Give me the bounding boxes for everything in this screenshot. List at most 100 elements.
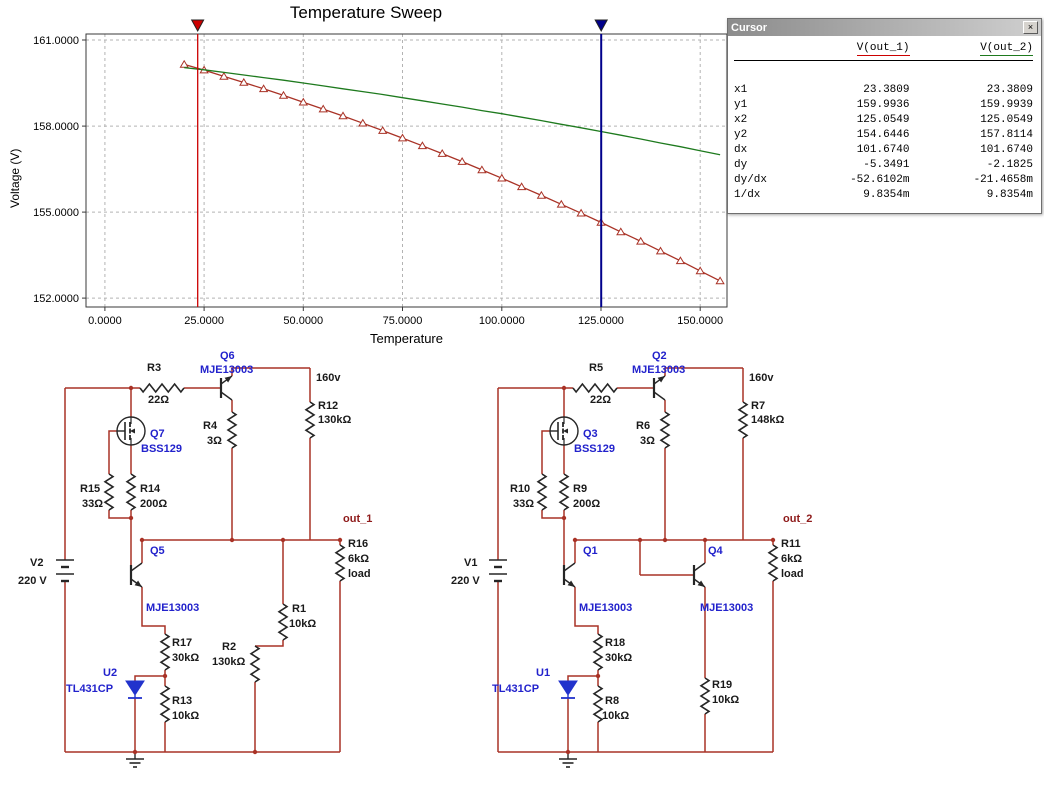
- cursor-1-handle[interactable]: [190, 19, 205, 33]
- cursor-value-vout1: -5.3491: [863, 159, 910, 171]
- r11-resistor-symbol[interactable]: [767, 544, 779, 582]
- r2-resistor-symbol[interactable]: [249, 645, 261, 683]
- u1-tl431-symbol[interactable]: [558, 680, 578, 699]
- cursor-value-vout1: 125.0549: [856, 114, 910, 126]
- right-q1-ref-label: Q1: [583, 545, 598, 557]
- r18-resistor-symbol[interactable]: [592, 633, 604, 671]
- series-vout1-markers: [179, 59, 725, 285]
- left-q6-part-label: MJE13003: [200, 364, 254, 376]
- v1-battery-symbol[interactable]: [489, 559, 507, 583]
- cursor-row-dy-dx: dy/dx -52.6102m -21.4658m: [734, 173, 1033, 188]
- temperature-sweep-chart[interactable]: 0.0000 25.0000 50.0000 75.0000 100.0000 125.0…: [0, 0, 740, 352]
- cursor-row-label: 1/dx: [734, 189, 761, 201]
- r4-resistor-symbol[interactable]: [226, 411, 238, 449]
- y-tick-label: 158.0000: [33, 121, 79, 133]
- cursor-value-vout1: 23.3809: [863, 84, 910, 96]
- r14-resistor-symbol[interactable]: [125, 473, 137, 511]
- r12-resistor-symbol[interactable]: [304, 401, 316, 439]
- q1-transistor-symbol[interactable]: [562, 562, 576, 588]
- schematic-canvas[interactable]: [0, 350, 1044, 786]
- r16-resistor-symbol[interactable]: [334, 544, 346, 582]
- right-net-out2-label: out_2: [783, 513, 813, 525]
- q4-transistor-symbol[interactable]: [692, 562, 706, 588]
- left-r14-value-label: 200Ω: [140, 498, 168, 510]
- right-q2-ref-label: Q2: [652, 350, 667, 362]
- r9-resistor-symbol[interactable]: [558, 473, 570, 511]
- left-r15-ref-label: R15: [80, 483, 101, 495]
- left-r2-value-label: 130kΩ: [212, 656, 246, 668]
- left-r13-ref-label: R13: [172, 695, 193, 707]
- left-u2-ref-label: U2: [103, 667, 118, 679]
- q7-mosfet-symbol[interactable]: [116, 416, 146, 446]
- left-r2-ref-label: R2: [222, 641, 237, 653]
- r1-resistor-symbol[interactable]: [277, 603, 289, 641]
- right-r10-ref-label: R10: [510, 483, 531, 495]
- right-r18-value-label: 30kΩ: [605, 652, 633, 664]
- cursor-value-vout2: 159.9939: [980, 99, 1033, 111]
- right-r10-value-label: 33Ω: [513, 498, 535, 510]
- left-r12-ref-label: R12: [318, 400, 339, 412]
- q3-mosfet-symbol[interactable]: [549, 416, 579, 446]
- cursor-value-vout1: 9.8354m: [863, 189, 910, 201]
- u2-tl431-symbol[interactable]: [125, 680, 145, 699]
- chart-x-axis-label: Temperature: [370, 331, 443, 346]
- r15-resistor-symbol[interactable]: [103, 473, 115, 511]
- cursor-window-titlebar[interactable]: Cursor ×: [728, 19, 1041, 36]
- x-tick-label: 100.0000: [479, 315, 525, 327]
- r13-resistor-symbol[interactable]: [159, 685, 171, 723]
- left-r1-value-label: 10kΩ: [289, 618, 317, 630]
- r17-resistor-symbol[interactable]: [159, 633, 171, 671]
- cursor-value-vout2: 125.0549: [980, 114, 1033, 126]
- cursor-row-label: x2: [734, 114, 748, 126]
- r10-resistor-symbol[interactable]: [536, 473, 548, 511]
- circuit-right-wires: [497, 367, 774, 753]
- x-tick-label: 125.0000: [578, 315, 624, 327]
- right-v1-value-label: 220 V: [451, 575, 480, 587]
- x-tick-label: 50.0000: [283, 315, 323, 327]
- q5-transistor-symbol[interactable]: [129, 562, 143, 588]
- cursor-value-vout2: -2.1825: [986, 159, 1033, 171]
- cursor-value-vout2: 157.8114: [980, 129, 1033, 141]
- right-q1-part-label: MJE13003: [579, 602, 633, 614]
- left-r13-value-label: 10kΩ: [172, 710, 200, 722]
- left-r4-value-label: 3Ω: [207, 435, 222, 447]
- right-r11-value-label: 6kΩ: [781, 553, 803, 565]
- cursor-2-handle[interactable]: [594, 19, 609, 33]
- left-r16-ref-label: R16: [348, 538, 369, 550]
- q6-transistor-symbol[interactable]: [219, 375, 233, 401]
- junction-dots: [561, 385, 776, 755]
- v2-battery-symbol[interactable]: [56, 559, 74, 583]
- r3-resistor-symbol[interactable]: [139, 382, 185, 394]
- left-net-out1-label: out_1: [343, 513, 373, 525]
- cursor-row-label: dy/dx: [734, 174, 768, 186]
- left-r4-ref-label: R4: [203, 420, 218, 432]
- right-r11-note-label: load: [781, 568, 804, 580]
- q2-transistor-symbol[interactable]: [652, 375, 666, 401]
- r5-resistor-symbol[interactable]: [572, 382, 618, 394]
- left-r14-ref-label: R14: [140, 483, 161, 495]
- circuit-left-wires: [64, 367, 341, 753]
- cursor-table-separator: [734, 60, 1033, 61]
- right-u1-ref-label: U1: [536, 667, 551, 679]
- close-icon[interactable]: ×: [1023, 21, 1038, 34]
- right-r8-value-label: 10kΩ: [602, 710, 630, 722]
- r6-resistor-symbol[interactable]: [659, 411, 671, 449]
- r19-resistor-symbol[interactable]: [699, 677, 711, 715]
- cursor-col-1-header: V(out_1): [856, 42, 910, 56]
- cursor-row-label: y2: [734, 129, 748, 141]
- cursor-value-vout2: 101.6740: [980, 144, 1033, 156]
- r8-resistor-symbol[interactable]: [592, 685, 604, 723]
- left-q7-part-label: BSS129: [141, 443, 182, 455]
- cursor-window[interactable]: Cursor × V(out_1) V(out_2) x1 23.3809 23.38…: [727, 18, 1042, 214]
- left-r16-note-label: load: [348, 568, 371, 580]
- cursor-row-label: y1: [734, 99, 748, 111]
- ground-symbol: [126, 752, 144, 768]
- right-u1-part-label: TL431CP: [492, 683, 540, 695]
- y-tick-label: 152.0000: [33, 293, 79, 305]
- right-r6-value-label: 3Ω: [640, 435, 655, 447]
- y-tick-label: 161.0000: [33, 35, 79, 47]
- r7-resistor-symbol[interactable]: [737, 401, 749, 439]
- y-tick-label: 155.0000: [33, 207, 79, 219]
- x-tick-label: 0.0000: [88, 315, 122, 327]
